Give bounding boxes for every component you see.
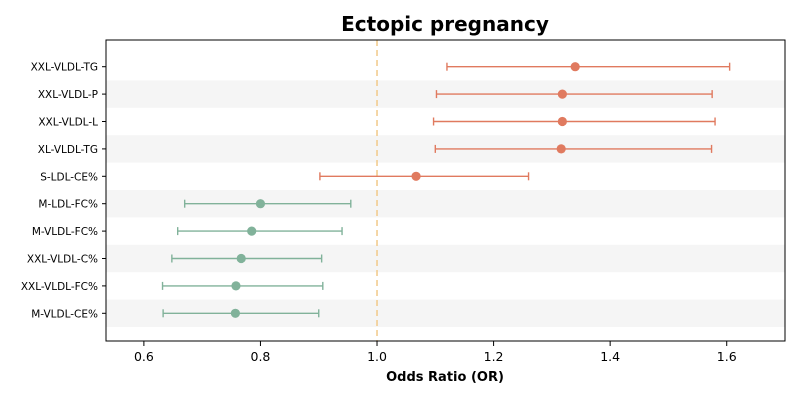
x-tick-label: 1.0 [367,349,387,364]
point-estimate [231,281,241,291]
y-tick-label: M-LDL-FC% [38,199,98,211]
point-estimate [556,144,566,154]
x-tick-label: 1.2 [484,349,504,364]
x-tick-label: 1.4 [600,349,620,364]
y-tick-label: XXL-VLDL-TG [31,62,98,74]
point-estimate [557,116,567,127]
x-tick-label: 0.8 [251,349,271,364]
y-tick-label: S-LDL-CE% [40,171,98,183]
point-estimate [230,308,240,318]
point-estimate [255,199,266,209]
x-tick-label: 0.6 [134,349,154,364]
y-tick-label: XXL-VLDL-C% [27,254,98,266]
point-estimate [570,62,580,72]
point-estimate [247,226,257,236]
y-tick-label: XL-VLDL-TG [38,144,98,156]
y-tick-label: XXL-VLDL-FC% [21,281,98,293]
x-tick-label: 1.6 [717,349,737,364]
chart-title: Ectopic pregnancy [341,12,549,36]
y-tick-label: M-VLDL-FC% [32,226,98,238]
y-tick-label: M-VLDL-CE% [31,308,98,320]
y-axis: XXL-VLDL-TG XXL-VLDL-P XXL-VLDL-L XL-VLDL-T… [21,62,106,320]
y-tick-label: XXL-VLDL-L [38,117,98,129]
point-estimate [236,253,246,264]
point-estimate [557,89,567,99]
x-axis-label: Odds Ratio (OR) [386,370,504,385]
y-tick-label: XXL-VLDL-P [38,89,98,101]
x-axis: 0.6 0.8 1.0 1.2 1.4 1.6 [134,341,737,364]
plot-frame [105,39,786,342]
data-marks [161,62,731,318]
point-estimate [411,171,421,181]
